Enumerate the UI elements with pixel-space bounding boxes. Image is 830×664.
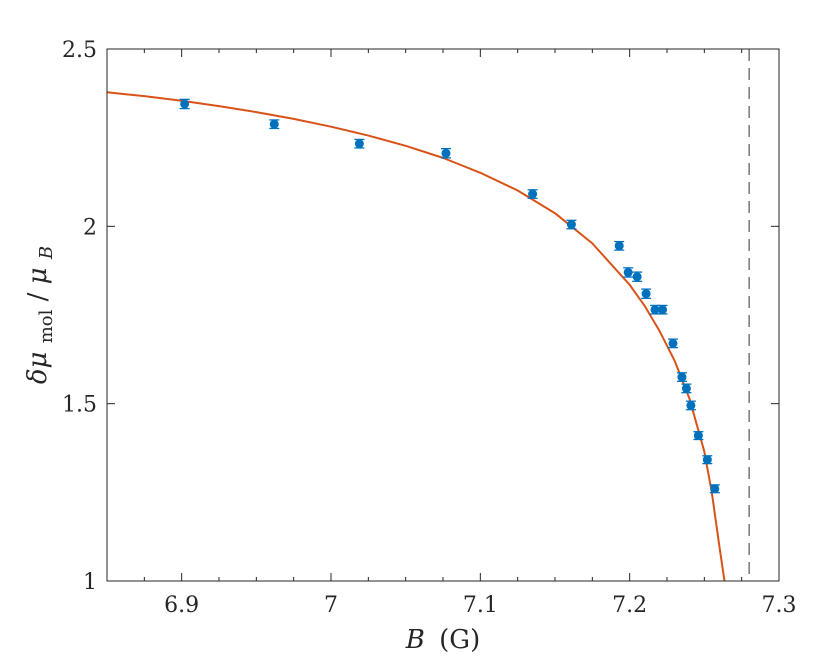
x-tick-label: 7 bbox=[324, 593, 338, 618]
data-point bbox=[668, 338, 678, 348]
data-point bbox=[658, 305, 668, 315]
data-point bbox=[702, 455, 712, 465]
fit-curve-group bbox=[106, 91, 726, 582]
x-axis-label: B (G) bbox=[405, 625, 480, 655]
y-axis-label-denom-sub: B bbox=[36, 246, 57, 260]
data-point bbox=[710, 484, 720, 494]
y-tick-label: 2.5 bbox=[62, 38, 97, 63]
y-axis-label-prefix: δμ bbox=[23, 352, 53, 385]
x-minor-ticks bbox=[106, 49, 743, 581]
x-axis-label-symbol: B bbox=[405, 625, 425, 655]
data-point bbox=[614, 241, 624, 251]
data-point bbox=[677, 372, 687, 382]
data-point bbox=[693, 431, 703, 441]
x-tick-label: 7.3 bbox=[762, 593, 797, 618]
x-tick-label: 6.9 bbox=[164, 593, 199, 618]
data-point bbox=[623, 267, 633, 277]
data-point bbox=[180, 99, 190, 109]
plot-frame bbox=[106, 48, 780, 582]
data-point bbox=[641, 289, 651, 299]
x-axis-label-unit: (G) bbox=[439, 625, 480, 655]
data-point bbox=[632, 272, 642, 282]
data-point bbox=[681, 383, 691, 393]
y-axis-label: δμ mol / μ B bbox=[23, 246, 59, 384]
data-point bbox=[528, 189, 538, 199]
data-points-group bbox=[179, 98, 720, 494]
data-point bbox=[354, 139, 364, 149]
data-point bbox=[686, 400, 696, 410]
fit-curve bbox=[106, 91, 726, 582]
data-point bbox=[441, 148, 451, 158]
y-tick-label: 1.5 bbox=[62, 393, 97, 418]
data-point bbox=[269, 119, 279, 129]
y-tick-label: 2 bbox=[83, 215, 97, 240]
y-axis-label-slash: / bbox=[23, 292, 53, 301]
data-point bbox=[650, 305, 660, 315]
y-tick-label: 1 bbox=[83, 570, 97, 595]
axis-ticks bbox=[107, 48, 780, 582]
x-tick-label: 7.2 bbox=[612, 593, 647, 618]
x-tick-label: 7.1 bbox=[463, 593, 498, 618]
y-axis-label-denom: μ bbox=[23, 267, 53, 284]
data-point bbox=[566, 220, 576, 230]
y-axis-label-sub: mol bbox=[36, 309, 57, 343]
tick-labels: 6.9 7 7.1 7.2 7.3 1 1.5 2 2.5 bbox=[62, 38, 797, 618]
